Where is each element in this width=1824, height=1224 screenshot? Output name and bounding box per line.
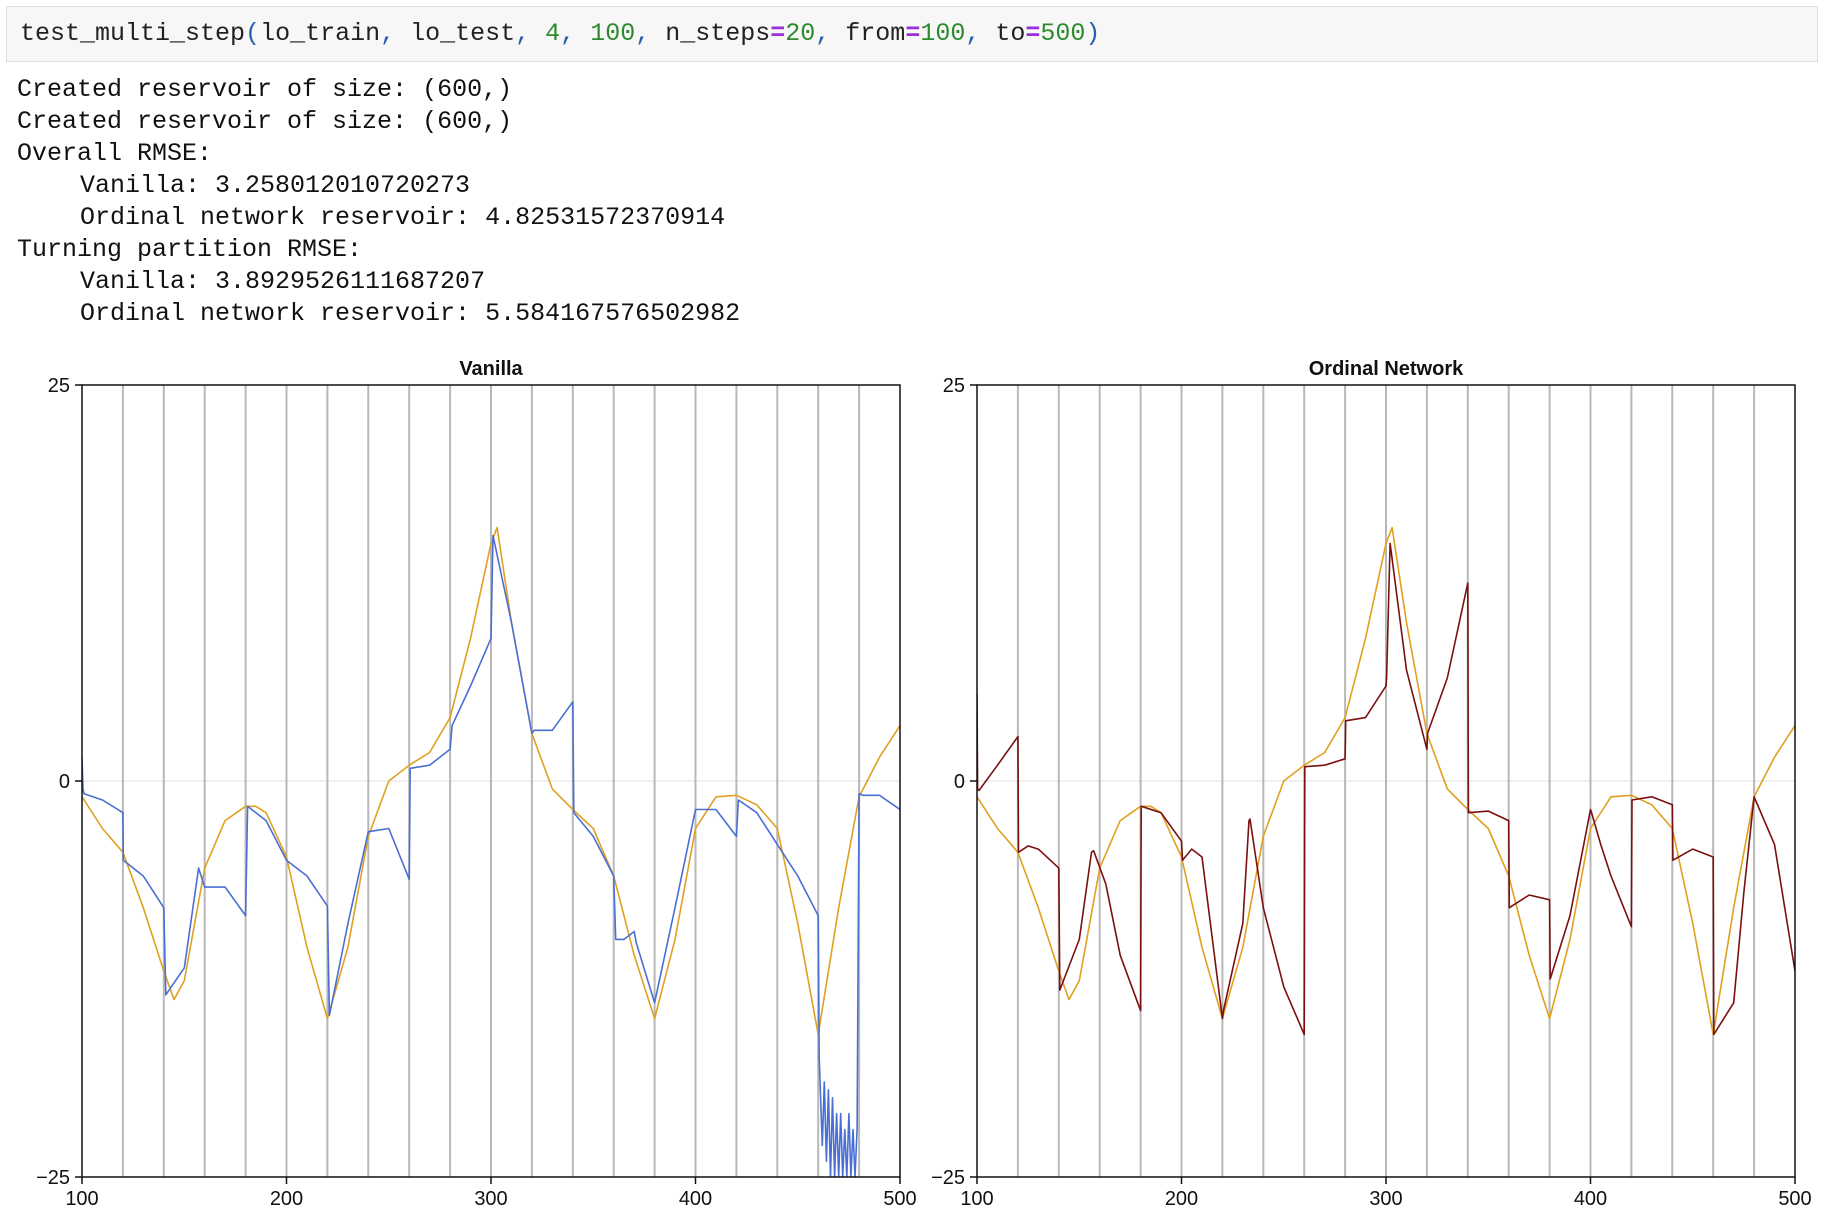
x-tick-label: 500 — [883, 1188, 916, 1210]
x-tick-label: 300 — [1369, 1188, 1402, 1210]
code-token: , — [965, 19, 996, 48]
output-line: Created reservoir of size: (600,) — [17, 107, 513, 136]
code-token: 100 — [920, 19, 966, 48]
prediction-series-line — [82, 534, 900, 1177]
code-token: , — [380, 19, 411, 48]
code-token: = — [1025, 19, 1041, 48]
x-tick-label: 200 — [270, 1188, 303, 1210]
y-tick-label: 25 — [48, 375, 70, 397]
code-cell-input[interactable]: test_multi_step(lo_train, lo_test, 4, 10… — [6, 6, 1818, 62]
code-token: from — [845, 19, 906, 48]
output-line: Turning partition RMSE: — [17, 235, 363, 264]
code-token: , — [815, 19, 846, 48]
output-line: Created reservoir of size: (600,) — [17, 75, 513, 104]
x-tick-label: 500 — [1778, 1188, 1811, 1210]
code-line[interactable]: test_multi_step(lo_train, lo_test, 4, 10… — [20, 19, 1100, 49]
output-line: Ordinal network reservoir: 4.82531572370… — [80, 203, 726, 232]
code-token: lo_test — [410, 19, 516, 48]
prediction-series-line — [977, 542, 1795, 1036]
output-line: Ordinal network reservoir: 5.58416757650… — [80, 299, 741, 328]
x-tick-label: 100 — [960, 1188, 993, 1210]
x-tick-label: 400 — [1574, 1188, 1607, 1210]
y-tick-label: 0 — [59, 771, 70, 793]
cell-output: Created reservoir of size: (600,) Created… — [17, 74, 740, 330]
x-tick-label: 400 — [679, 1188, 712, 1210]
chart-panel-vanilla: Vanilla 100 200 300 400 500 −25 0 25 — [36, 358, 917, 1210]
truth-series-line — [977, 526, 1795, 1036]
code-token: ( — [245, 19, 261, 48]
chart-title: Ordinal Network — [1309, 358, 1464, 380]
code-token: , — [560, 19, 591, 48]
y-tick-label: −25 — [36, 1167, 70, 1189]
code-token: 4 — [545, 19, 561, 48]
y-tick-label: 0 — [954, 771, 965, 793]
code-token: = — [905, 19, 921, 48]
output-line: Vanilla: 3.258012010720273 — [80, 171, 471, 200]
code-token: to — [995, 19, 1026, 48]
y-tick-label: −25 — [931, 1167, 965, 1189]
code-token: lo_train — [260, 19, 381, 48]
code-token: n_steps — [665, 19, 771, 48]
output-line: Vanilla: 3.8929526111687207 — [80, 267, 486, 296]
chart-title: Vanilla — [459, 358, 523, 380]
x-tick-label: 200 — [1165, 1188, 1198, 1210]
code-token: ) — [1085, 19, 1101, 48]
code-token: 100 — [590, 19, 636, 48]
y-tick-label: 25 — [943, 375, 965, 397]
chart-panel-ordinal-network: Ordinal Network 100 200 300 400 500 −25 0 25 — [931, 358, 1812, 1210]
truth-series-line — [82, 526, 900, 1036]
output-line: Overall RMSE: — [17, 139, 213, 168]
code-token: = — [770, 19, 786, 48]
code-token: , — [635, 19, 666, 48]
code-token: test_multi_step — [20, 19, 246, 48]
x-tick-label: 100 — [65, 1188, 98, 1210]
x-tick-label: 300 — [474, 1188, 507, 1210]
code-token: 20 — [785, 19, 816, 48]
code-token: , — [515, 19, 546, 48]
code-token: 500 — [1040, 19, 1086, 48]
